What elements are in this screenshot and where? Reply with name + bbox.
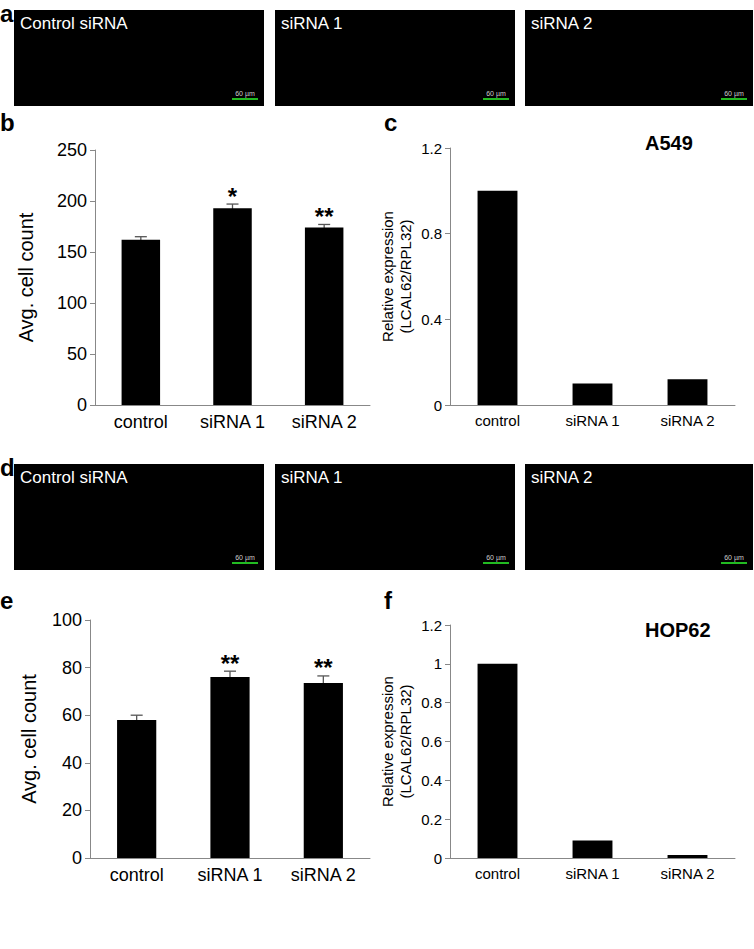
svg-text:c: c — [384, 109, 397, 136]
svg-text:20: 20 — [62, 800, 82, 820]
svg-text:siRNA 1: siRNA 1 — [200, 412, 265, 432]
html-text:siRNA 1: siRNA 1 — [281, 468, 343, 487]
svg-text:0.8: 0.8 — [421, 225, 442, 242]
html-text:d Control siRNA: d Control siRNA — [0, 454, 128, 487]
svg-text:siRNA 2: siRNA 2 — [292, 412, 357, 432]
svg-text:1: 1 — [434, 655, 442, 672]
svg-text:150: 150 — [57, 242, 87, 262]
svg-text:200: 200 — [57, 191, 87, 211]
svg-text:Avg. cell count: Avg. cell count — [18, 674, 40, 804]
svg-text:siRNA 2: siRNA 2 — [660, 412, 714, 429]
svg-text:80: 80 — [62, 658, 82, 678]
svg-text:0: 0 — [77, 395, 87, 415]
svg-text:**: ** — [314, 654, 333, 681]
svg-text:50: 50 — [67, 344, 87, 364]
svg-text:60: 60 — [62, 705, 82, 725]
svg-text:1.2: 1.2 — [421, 140, 442, 157]
svg-text:Relative expression: Relative expression — [379, 676, 396, 807]
svg-text:siRNA 2: siRNA 2 — [660, 865, 714, 882]
svg-text:control: control — [475, 412, 520, 429]
html-text:siRNA 2: siRNA 2 — [531, 14, 593, 33]
svg-text:100: 100 — [52, 610, 82, 630]
html-text:siRNA 1: siRNA 1 — [281, 14, 343, 33]
svg-text:**: ** — [315, 203, 334, 230]
svg-text:siRNA 1: siRNA 1 — [565, 865, 619, 882]
svg-text:**: ** — [221, 650, 240, 677]
svg-text:40: 40 — [62, 753, 82, 773]
svg-text:100: 100 — [57, 293, 87, 313]
svg-text:control: control — [110, 865, 164, 885]
svg-text:control: control — [114, 412, 168, 432]
svg-text:f: f — [384, 587, 393, 614]
svg-text:250: 250 — [57, 140, 87, 160]
html-text:60 µm: 60 µm — [724, 554, 744, 561]
svg-text:b: b — [0, 109, 15, 136]
svg-text:0: 0 — [72, 848, 82, 868]
svg-text:control: control — [475, 865, 520, 882]
svg-text:0.6: 0.6 — [421, 733, 442, 750]
svg-text:A549: A549 — [645, 132, 693, 154]
html-text:siRNA 2: siRNA 2 — [531, 468, 593, 487]
svg-text:1.2: 1.2 — [421, 617, 442, 634]
svg-text:(LCAL62/RPL32): (LCAL62/RPL32) — [397, 684, 414, 798]
svg-text:0.2: 0.2 — [421, 811, 442, 828]
svg-text:Avg. cell count: Avg. cell count — [15, 212, 37, 342]
svg-text:Relative expression: Relative expression — [379, 211, 396, 342]
html-text:60 µm: 60 µm — [235, 90, 255, 97]
html-text:60 µm: 60 µm — [486, 554, 506, 561]
svg-text:siRNA 1: siRNA 1 — [565, 412, 619, 429]
svg-text:0.4: 0.4 — [421, 772, 442, 789]
svg-text:siRNA 2: siRNA 2 — [291, 865, 356, 885]
svg-text:0: 0 — [434, 397, 442, 414]
html-text:a Control siRNA: a Control siRNA — [0, 0, 128, 33]
svg-text:HOP62: HOP62 — [645, 619, 711, 641]
html-text:60 µm: 60 µm — [235, 554, 255, 561]
html-text:60 µm: 60 µm — [486, 90, 506, 97]
svg-text:0.8: 0.8 — [421, 694, 442, 711]
svg-text:*: * — [228, 183, 238, 210]
svg-text:(LCAL62/RPL32): (LCAL62/RPL32) — [397, 219, 414, 333]
svg-text:e: e — [0, 587, 13, 614]
svg-text:siRNA 1: siRNA 1 — [197, 865, 262, 885]
svg-text:0: 0 — [434, 850, 442, 867]
svg-text:0.4: 0.4 — [421, 311, 442, 328]
html-text:60 µm: 60 µm — [724, 90, 744, 97]
